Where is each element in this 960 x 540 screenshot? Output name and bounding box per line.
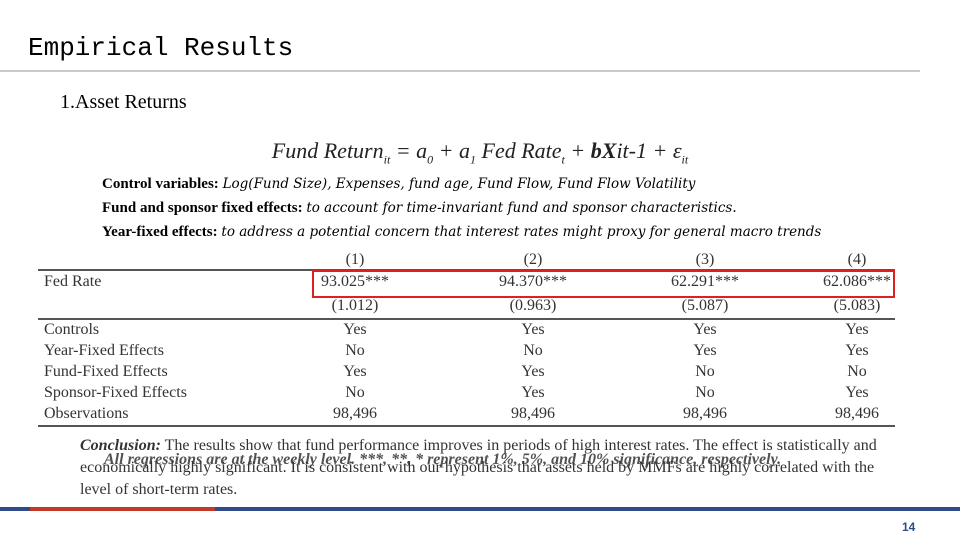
- table-cell: (5.083): [833, 297, 881, 314]
- equation-part: bX: [590, 138, 617, 163]
- table-cell: Yes: [845, 342, 869, 359]
- table-row: Observations 98,496 98,496 98,496 98,496: [38, 405, 895, 426]
- header-row: (1) (2) (3) (4): [38, 251, 895, 272]
- title-rule: [0, 70, 920, 72]
- table-rule: [38, 318, 895, 320]
- table-cell: Yes: [845, 321, 869, 338]
- footer-accent: [30, 507, 215, 511]
- bullet: Control variables: Log(Fund Size), Expen…: [102, 176, 695, 193]
- table-row: Fund-Fixed Effects Yes Yes No No: [38, 363, 895, 384]
- table-cell: Observations: [44, 405, 129, 422]
- table-cell: Yes: [343, 363, 367, 380]
- table-cell: (4): [847, 251, 867, 268]
- bullet-label: Year-fixed effects:: [102, 224, 218, 240]
- equation-part: +: [564, 138, 591, 163]
- conclusion-text: The results show that fund performance i…: [80, 437, 877, 498]
- table-cell: (2): [523, 251, 543, 268]
- table-cell: 98,496: [333, 405, 377, 422]
- table-cell: 98,496: [511, 405, 555, 422]
- equation-part: t: [561, 152, 565, 167]
- bullet-label: Control variables:: [102, 176, 219, 192]
- equation-part: + ε: [647, 138, 682, 163]
- table-row: (1.012) (0.963) (5.087) (5.083): [38, 297, 895, 318]
- highlight-box: [312, 270, 895, 298]
- bullet-text: to account for time-invariant fund and s…: [306, 200, 737, 216]
- table-row: Year-Fixed Effects No No Yes Yes: [38, 342, 895, 363]
- table-cell: (0.963): [509, 297, 557, 314]
- table-cell: No: [695, 363, 715, 380]
- table-cell: No: [345, 384, 365, 401]
- conclusion-label: Conclusion:: [80, 437, 161, 454]
- table-cell: (1): [345, 251, 365, 268]
- table-row: Controls Yes Yes Yes Yes: [38, 321, 895, 342]
- table-cell: Yes: [521, 321, 545, 338]
- table-cell: 94.370***: [499, 273, 567, 290]
- table-cell: No: [523, 342, 543, 359]
- equation-part: it-1: [616, 138, 647, 163]
- bullet-text: to address a potential concern that inte…: [221, 224, 822, 240]
- slide-title: Empirical Results: [28, 33, 294, 63]
- table-cell: 98,496: [683, 405, 727, 422]
- table-cell: No: [345, 342, 365, 359]
- table-cell: Yes: [693, 342, 717, 359]
- equation: Fund Returnit = a0 + a1 Fed Ratet + bXit…: [0, 138, 960, 167]
- table-cell: Year-Fixed Effects: [44, 342, 164, 359]
- table-cell: (5.087): [681, 297, 729, 314]
- page-number: 14: [902, 520, 916, 534]
- table-rule: [38, 425, 895, 427]
- table-cell: No: [847, 363, 867, 380]
- equation-part: = a: [390, 138, 428, 163]
- table-note: All regressions are at the weekly level.…: [104, 451, 782, 468]
- table-cell: 62.086***: [823, 273, 891, 290]
- table-cell: No: [695, 384, 715, 401]
- table-cell: 98,496: [835, 405, 879, 422]
- table-row: Sponsor-Fixed Effects No Yes No Yes: [38, 384, 895, 405]
- equation-part: Fed Rate: [476, 138, 562, 163]
- table-cell: 62.291***: [671, 273, 739, 290]
- table-cell: Yes: [521, 363, 545, 380]
- bullet-label: Fund and sponsor fixed effects:: [102, 200, 303, 216]
- table-cell: Yes: [693, 321, 717, 338]
- table-row: Fed Rate 93.025*** 94.370*** 62.291*** 62.08…: [38, 273, 895, 294]
- equation-part: 1: [470, 152, 477, 167]
- table-cell: Yes: [343, 321, 367, 338]
- section-heading: 1.Asset Returns: [60, 91, 187, 113]
- table-cell: Sponsor-Fixed Effects: [44, 384, 187, 401]
- bullet-text: Log(Fund Size), Expenses, fund age, Fund…: [222, 176, 696, 192]
- table-cell: Fed Rate: [44, 273, 102, 290]
- table-cell: Controls: [44, 321, 100, 338]
- equation-part: 0: [427, 152, 434, 167]
- bullet: Year-fixed effects: to address a potenti…: [102, 224, 821, 241]
- table-cell: Yes: [521, 384, 545, 401]
- footer-bar: [0, 507, 960, 511]
- table-cell: 93.025***: [321, 273, 389, 290]
- equation-part: it: [383, 152, 391, 167]
- table-cell: (3): [695, 251, 715, 268]
- equation-part: + a: [433, 138, 471, 163]
- conclusion: Conclusion: The results show that fund p…: [80, 435, 880, 501]
- equation-part: Fund Return: [271, 138, 384, 163]
- equation-part: it: [681, 152, 689, 167]
- table-cell: Fund-Fixed Effects: [44, 363, 168, 380]
- table-cell: (1.012): [331, 297, 379, 314]
- table-cell: Yes: [845, 384, 869, 401]
- bullet: Fund and sponsor fixed effects: to accou…: [102, 200, 737, 217]
